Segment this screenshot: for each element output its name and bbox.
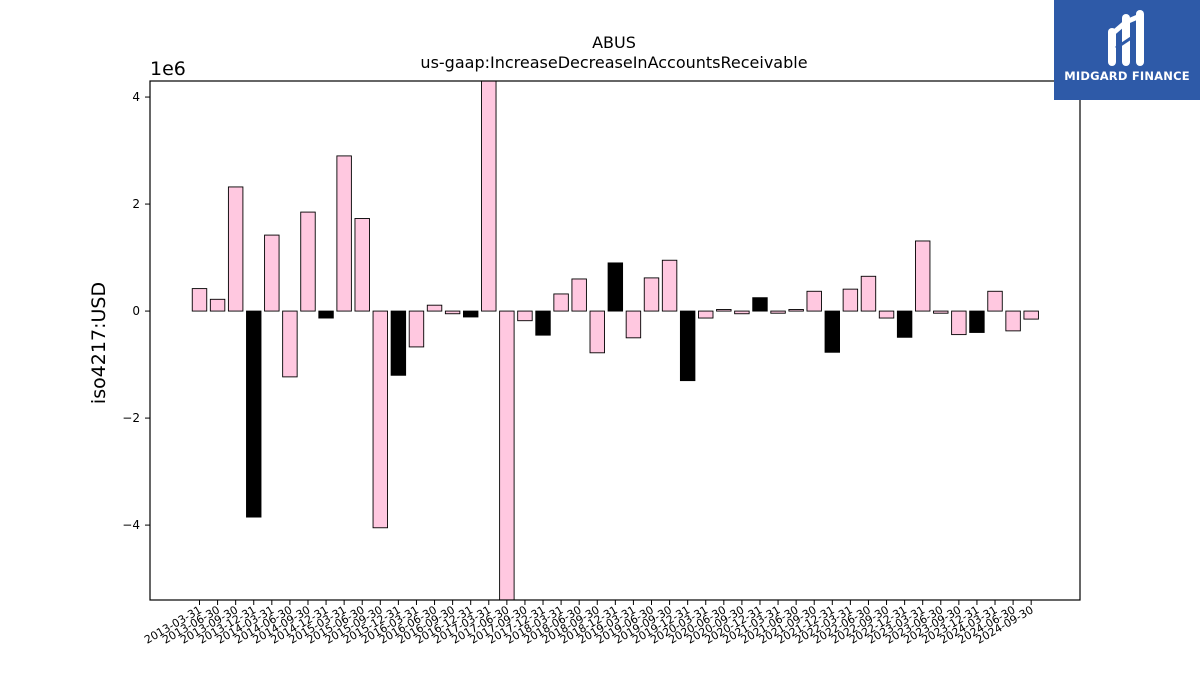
bar-2015-12-31 — [390, 310, 407, 376]
bar-2017-09-30 — [517, 310, 533, 322]
y-tick-label: −4 — [122, 518, 140, 532]
bar-2017-03-31 — [481, 80, 497, 312]
bar-2023-09-30 — [951, 310, 967, 336]
bar-2013-09-30 — [227, 186, 244, 312]
bar-2024-03-31 — [987, 290, 1003, 312]
bar-2021-09-30 — [806, 290, 822, 312]
bar-2015-09-30 — [372, 310, 388, 529]
bar-2020-06-30 — [716, 309, 732, 312]
bar-2019-12-31 — [679, 310, 696, 382]
midgard-m-logo-icon — [1108, 10, 1144, 66]
bar-2023-12-31 — [969, 310, 985, 333]
bar-2013-03-31 — [191, 288, 208, 312]
y-tick-label: 4 — [132, 90, 140, 104]
bar-2014-09-30 — [300, 211, 316, 312]
bar-2021-03-31 — [770, 310, 786, 314]
bar-2022-06-30 — [860, 275, 877, 312]
bar-2015-06-30 — [354, 218, 370, 312]
bar-2018-06-30 — [571, 278, 587, 312]
bar-2019-06-30 — [643, 277, 660, 312]
bar-2022-12-31 — [896, 310, 913, 338]
bar-2024-09-30 — [1023, 310, 1039, 320]
bars-group — [191, 80, 1039, 601]
logo-text: MIDGARD FINANCE — [1064, 69, 1190, 83]
bar-2018-09-30 — [589, 310, 605, 354]
bar-2016-03-31 — [408, 310, 425, 348]
y-ticks-group: −4 −2 0 2 4 — [122, 90, 150, 532]
chart-subtitle: us-gaap:IncreaseDecreaseInAccountsReceiv… — [420, 53, 807, 72]
y-tick-label: −2 — [122, 411, 140, 425]
bar-2013-06-30 — [209, 298, 226, 312]
bar-2019-03-31 — [625, 310, 642, 339]
bar-2024-06-30 — [1005, 310, 1021, 332]
y-axis-label: iso4217:USD — [88, 282, 110, 404]
bar-2016-09-30 — [444, 310, 461, 315]
bar-2018-03-31 — [553, 293, 569, 312]
bar-2015-03-31 — [336, 155, 352, 312]
y-tick-label: 0 — [132, 304, 140, 318]
x-ticks-group: 2013-03-312013-06-302013-09-302013-12-31… — [142, 600, 1036, 647]
plot-frame — [149, 80, 1081, 601]
bar-2014-12-31 — [318, 310, 334, 319]
bar-2023-06-30 — [933, 310, 949, 314]
bar-2020-12-31 — [752, 297, 768, 312]
bar-2022-09-30 — [878, 310, 895, 319]
bar-2016-06-30 — [426, 304, 443, 312]
y-tick-label: 2 — [132, 197, 140, 211]
y-offset-label: 1e6 — [150, 58, 186, 80]
bar-2016-12-31 — [463, 310, 479, 318]
chart-title: ABUS — [592, 33, 636, 52]
bar-2019-09-30 — [661, 259, 678, 312]
bar-2017-06-30 — [499, 310, 515, 601]
midgard-finance-logo: MIDGARD FINANCE — [1054, 0, 1200, 100]
bar-2023-03-31 — [915, 240, 931, 312]
bar-2018-12-31 — [607, 262, 624, 312]
bar-2017-12-31 — [535, 310, 551, 336]
bar-2022-03-31 — [842, 288, 859, 312]
bar-2021-12-31 — [824, 310, 840, 353]
bar-2014-03-31 — [264, 234, 280, 312]
bar-2013-12-31 — [246, 310, 262, 518]
bar-2014-06-30 — [282, 310, 298, 378]
bar-2020-09-30 — [734, 310, 750, 315]
bar-2021-06-30 — [788, 309, 804, 312]
bar-2020-03-31 — [698, 310, 714, 319]
